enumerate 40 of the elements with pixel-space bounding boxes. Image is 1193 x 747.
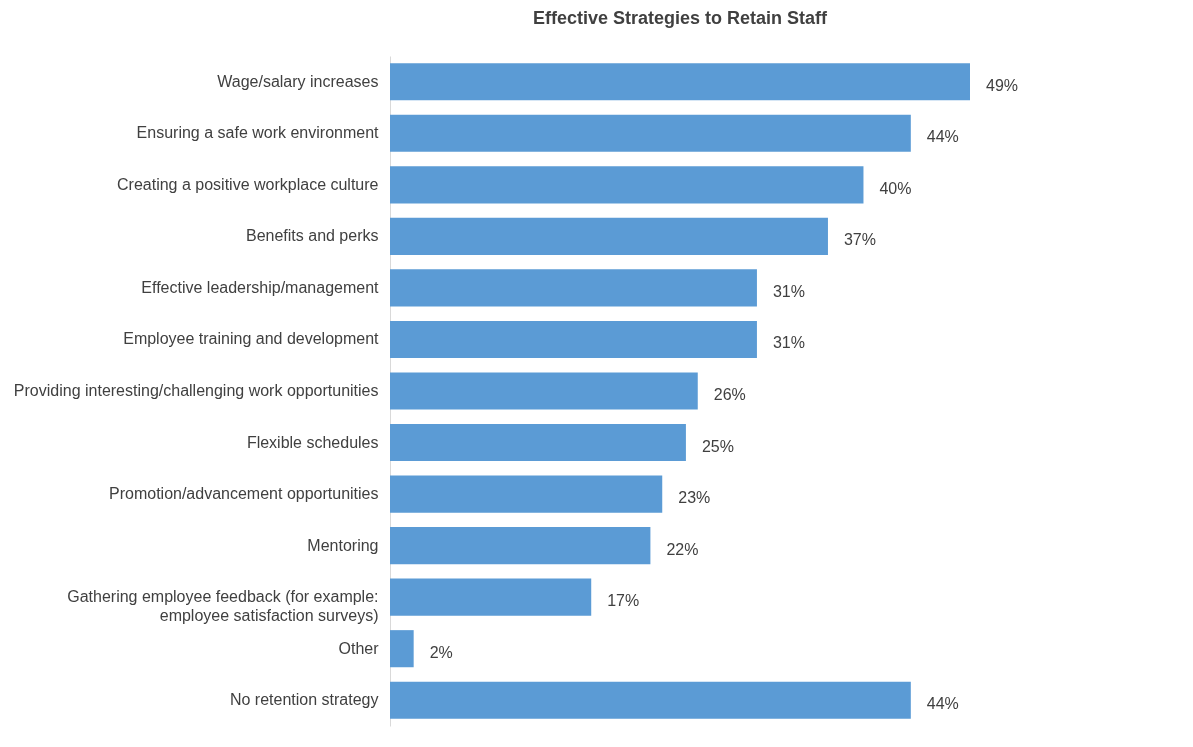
y-tick-label: Providing interesting/challenging work opportunities [13,382,379,399]
data-label: 31% [772,334,805,352]
bar [390,630,414,668]
bar [390,217,828,255]
y-tick-label: Ensuring a safe work environment [136,124,380,142]
y-tick-label: Wage/salary increases [217,72,379,90]
y-tick-label: Promotion/advancement opportunities [109,485,379,503]
y-tick-label: Benefits and perks [245,227,379,245]
y-tick-label: Gathering employee feedback (for example: employee satisfaction surveys) [67,588,379,625]
data-label: 37% [843,231,876,249]
bar [390,372,698,410]
data-label: 31% [772,282,805,300]
bar [390,320,757,359]
data-label: 44% [926,695,959,713]
bar [390,475,663,513]
chart-title: Effective Strategies to Retain Staff [532,8,829,28]
data-label: 22% [666,540,699,558]
bar [390,114,911,152]
y-tick-label: No retention strategy [229,691,379,709]
data-label: 49% [986,76,1019,94]
y-tick-label: Other [338,639,380,657]
data-label: 40% [879,179,912,197]
bar [390,63,970,101]
data-label: 25% [701,437,734,455]
y-tick-label: Creating a positive workplace culture [117,175,379,193]
data-label: 17% [607,592,640,610]
y-tick-label: Mentoring [307,536,379,554]
bar [390,166,864,204]
data-label: 2% [429,643,453,661]
bar [390,578,592,616]
y-tick-label: Effective leadership/management [141,278,380,296]
data-label: 23% [678,489,711,507]
y-tick-label: Flexible schedules [246,433,379,451]
bar [390,681,911,719]
bar [390,527,651,565]
data-label: 44% [926,128,959,146]
bar [390,269,757,307]
bar [390,423,686,462]
y-tick-label: Employee training and development [123,330,380,348]
data-label: 26% [713,386,746,403]
